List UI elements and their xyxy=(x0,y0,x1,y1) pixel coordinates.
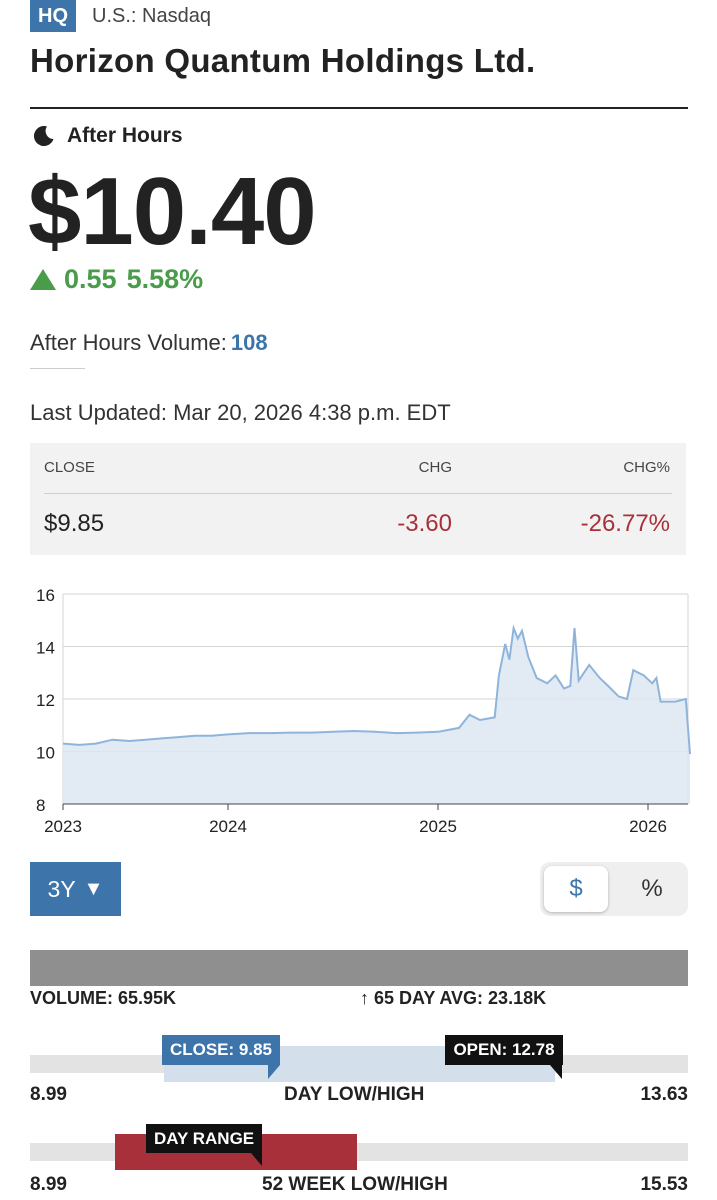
ticker-header: HQ U.S.: Nasdaq xyxy=(30,0,211,32)
y-tick-label: 16 xyxy=(36,586,55,605)
price-area xyxy=(63,628,690,804)
open-tag-pointer xyxy=(550,1065,563,1079)
after-hours-volume: After Hours Volume: 108 xyxy=(30,330,268,356)
volume-label: VOLUME: 65.95K xyxy=(30,988,177,1008)
y-tick-label: 12 xyxy=(36,691,55,710)
chg-pct-header: CHG% xyxy=(623,459,670,476)
y-tick-label: 14 xyxy=(36,639,55,658)
day-high: 13.63 xyxy=(640,1084,688,1105)
x-tick-label: 2023 xyxy=(44,817,82,836)
chg-header: CHG xyxy=(418,459,452,476)
exchange-label: U.S.: Nasdaq xyxy=(92,4,211,27)
week52-high: 15.53 xyxy=(640,1174,688,1195)
session-label: After Hours xyxy=(67,124,183,147)
chg-value: -3.60 xyxy=(397,510,452,537)
open-tag: OPEN: 12.78 xyxy=(445,1035,563,1065)
avg-volume-label: ↑ 65 DAY AVG: 23.18K xyxy=(360,988,547,1008)
week52-low: 8.99 xyxy=(30,1174,67,1195)
caret-down-icon: ▼ xyxy=(83,877,104,900)
current-price: $10.40 xyxy=(28,158,317,265)
price-change: 0.55 5.58% xyxy=(30,264,203,295)
week52-range-label: 52 WEEK LOW/HIGH xyxy=(262,1174,448,1195)
chg-pct-value: -26.77% xyxy=(580,510,670,537)
company-name: Horizon Quantum Holdings Ltd. xyxy=(30,42,536,79)
range-label: 3Y xyxy=(47,875,76,902)
after-hours-volume-label: After Hours Volume: xyxy=(30,330,227,355)
day-range-label: DAY LOW/HIGH xyxy=(284,1084,425,1105)
x-tick-label: 2025 xyxy=(419,817,457,836)
toggle-dollar-button[interactable]: $ xyxy=(544,866,608,912)
title-divider xyxy=(30,107,688,109)
last-updated: Last Updated: Mar 20, 2026 4:38 p.m. EDT xyxy=(30,400,451,425)
change-percent: 5.58% xyxy=(126,264,204,294)
close-tag-pointer xyxy=(267,1065,280,1079)
y-tick-label: 10 xyxy=(36,744,55,763)
close-summary-table: CLOSE CHG CHG% $9.85 -3.60 -26.77% xyxy=(30,443,686,555)
y-tick-label: 8 xyxy=(36,796,45,815)
session-row: After Hours xyxy=(32,124,183,148)
close-tag: CLOSE: 9.85 xyxy=(161,1035,280,1065)
close-header: CLOSE xyxy=(44,459,95,476)
triangle-up-icon xyxy=(30,269,56,290)
close-value: $9.85 xyxy=(44,510,105,537)
unit-toggle: $ % xyxy=(540,862,688,916)
day-low: 8.99 xyxy=(30,1084,67,1105)
ticker-badge: HQ xyxy=(30,0,76,32)
price-line xyxy=(62,624,691,755)
toggle-percent-button[interactable]: % xyxy=(641,875,663,902)
change-value: 0.55 xyxy=(64,264,117,294)
range-dropdown-button[interactable]: 3Y ▼ xyxy=(30,862,121,916)
price-chart[interactable]: 16 14 12 10 8 2023 2024 2025 2026 xyxy=(0,565,717,850)
volume-bar xyxy=(30,950,688,986)
day-range-tag: DAY RANGE xyxy=(146,1124,263,1153)
x-tick-label: 2024 xyxy=(209,817,247,836)
day-range-tag-pointer xyxy=(251,1153,262,1166)
volume-divider xyxy=(30,368,85,369)
close-table-divider xyxy=(44,493,672,494)
moon-icon xyxy=(33,126,54,147)
x-tick-label: 2026 xyxy=(629,817,667,836)
after-hours-volume-value: 108 xyxy=(230,330,268,355)
